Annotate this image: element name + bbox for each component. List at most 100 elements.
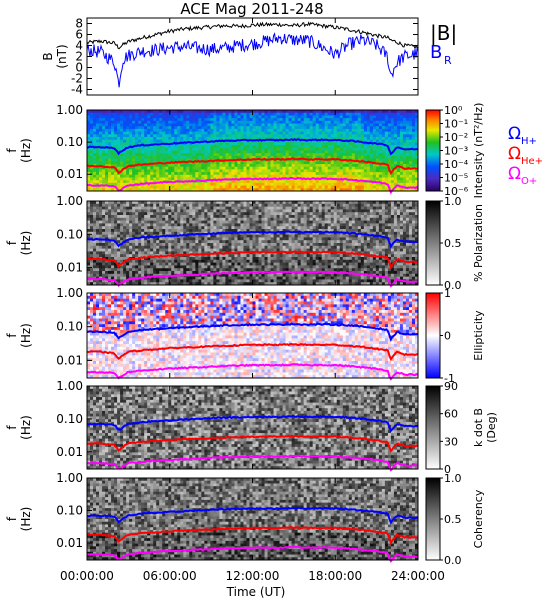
spectrogram-cell [381,128,386,132]
spectrogram-cell [90,248,94,252]
spectrogram-cell [354,155,359,159]
spectrogram-cell [171,279,175,283]
spectrogram-cell [90,268,94,272]
spectrogram-cell [309,155,314,159]
spectrogram-cell [297,180,302,184]
spectrogram-cell [171,265,175,269]
spectrogram-cell [195,174,199,178]
spectrogram-cell [384,110,389,114]
spectrogram-cell [171,155,175,159]
spectrogram-cell [210,245,214,249]
spectrogram-cell [219,273,223,277]
spectrogram-cell [294,150,299,154]
spectrogram-cell [141,215,145,219]
spectrogram-cell [165,279,169,283]
spectrogram-cell [354,169,359,173]
spectrogram-cell [378,150,383,154]
spectrogram-cell [102,110,106,114]
spectrogram-cell [216,212,220,216]
spectrogram-cell [189,172,193,176]
spectrogram-cell [129,240,133,244]
spectrogram-cell [111,215,115,219]
spectrogram-cell [141,223,145,227]
spectrogram-cell [198,137,202,141]
spectrogram-cell [339,155,344,159]
spectrogram-cell [225,268,229,272]
spectrogram-cell [144,245,148,249]
spectrogram-cell [180,231,184,235]
spectrogram-cell [144,142,148,146]
spectrogram-cell [126,212,130,216]
spectrogram-cell [186,172,190,176]
spectrogram-cell [303,145,308,149]
spectrogram-cell [414,153,419,157]
spectrogram-cell [375,137,380,141]
spectrogram-cell [273,172,277,176]
series-line-omega-o-plus [86,176,419,195]
spectrogram-cell [204,206,208,210]
spectrogram-cell [129,177,133,181]
spectrogram-cell [246,217,250,221]
spectrogram-cell [357,147,362,151]
spectrogram-cell [207,201,211,205]
spectrogram-cell [228,155,232,159]
spectrogram-cell [237,273,241,277]
spectrogram-cell [201,220,205,224]
spectrogram-cell [219,150,223,154]
spectrogram-cell [231,243,235,247]
spectrogram-cell [225,212,229,216]
spectrogram-cell [93,279,97,283]
spectrogram-cell [399,153,404,157]
spectrogram-cell [267,131,271,135]
spectrogram-cell [150,226,154,230]
spectrogram-cell [96,110,100,114]
spectrogram-cell [405,131,410,135]
spectrogram-cell [129,166,133,170]
spectrogram-cell [126,203,130,207]
spectrogram-cell [216,188,220,192]
spectrogram-cell [213,217,217,221]
spectrogram-cell [249,150,253,154]
spectrogram-cell [285,164,290,168]
spectrogram-cell [225,234,229,238]
spectrogram-cell [108,164,112,168]
spectrogram-cell [387,115,392,119]
spectrogram-cell [150,145,154,149]
spectrogram-cell [195,279,199,283]
spectrogram-cell [189,209,193,213]
spectrogram-cell [264,169,268,173]
spectrogram-cell [162,229,166,233]
spectrogram-cell [105,226,109,230]
spectrogram-cell [156,240,160,244]
spectrogram-cell [126,145,130,149]
spectrogram-cell [93,185,97,189]
spectrogram-cell [237,153,241,157]
spectrogram-cell [114,271,118,275]
spectrogram-cell [252,112,256,116]
spectrogram-cell [186,161,190,165]
spectrogram-cell [354,128,359,132]
spectrogram-cell [255,180,259,184]
spectrogram-cell [234,137,238,141]
spectrogram-cell [90,271,94,275]
spectrogram-cell [330,161,335,165]
spectrogram-cell [270,145,274,149]
spectrogram-cell [198,215,202,219]
spectrogram-cell [114,131,118,135]
spectrogram-cell [204,128,208,132]
spectrogram-cell [153,271,157,275]
spectrogram-cell [348,115,353,119]
spectrogram-cell [192,145,196,149]
spectrogram-cell [186,248,190,252]
spectrogram-cell [393,137,398,141]
spectrogram-cell [174,123,178,127]
spectrogram-cell [231,188,235,192]
spectrogram-cell [147,279,151,283]
spectrogram-cell [180,248,184,252]
spectrogram-cell [300,126,305,130]
spectrogram-cell [210,123,214,127]
spectrogram-cell [168,177,172,181]
spectrogram-cell [192,166,196,170]
spectrogram-cell [243,166,247,170]
spectrogram-cell [240,257,244,261]
